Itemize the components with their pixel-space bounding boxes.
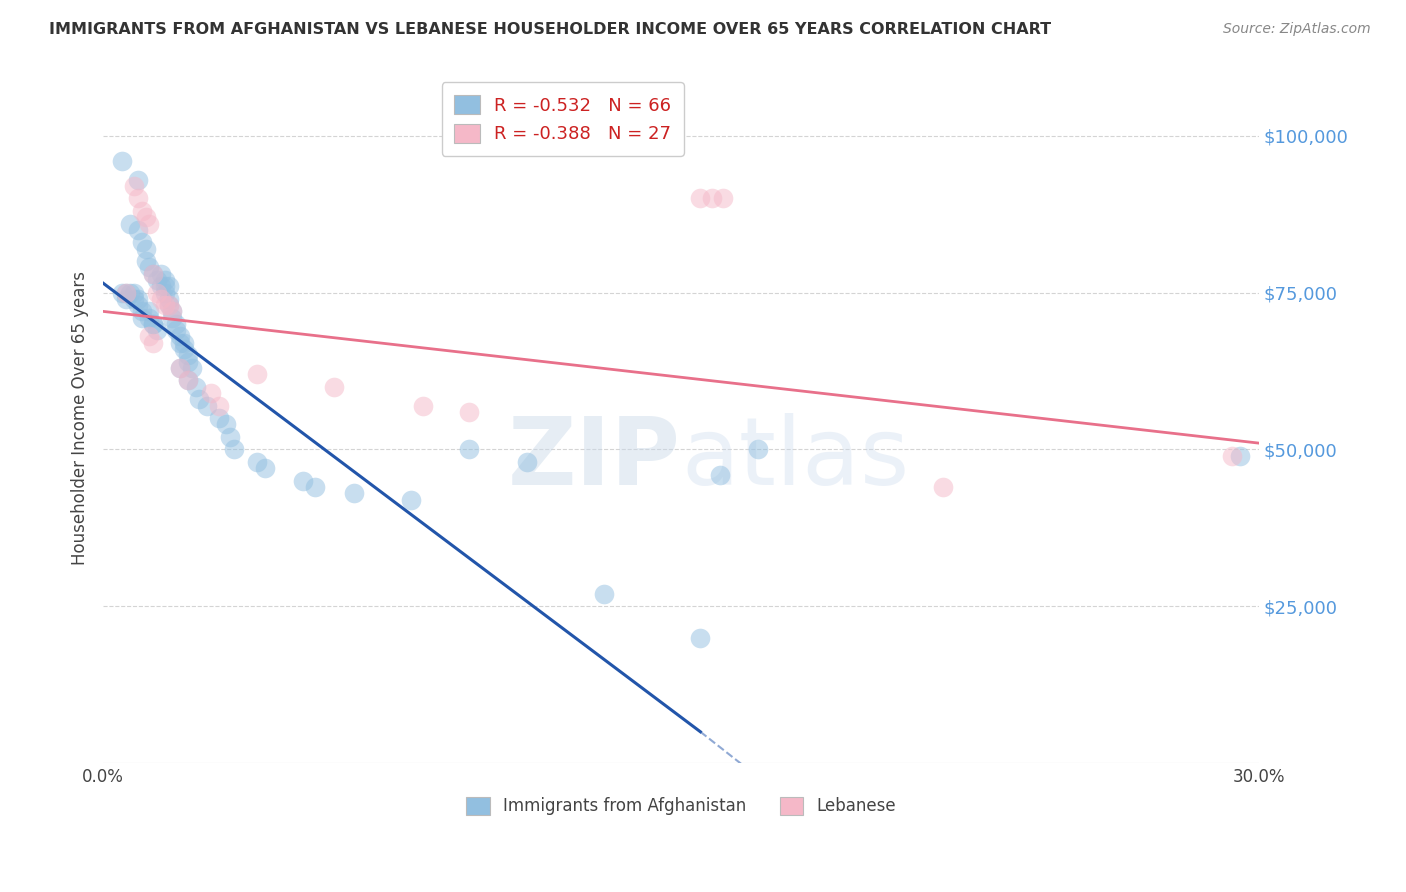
Point [169,335,191,350]
Point [115,285,138,300]
Text: IMMIGRANTS FROM AFGHANISTAN VS LEBANESE HOUSEHOLDER INCOME OVER 65 YEARS CORRELA: IMMIGRANTS FROM AFGHANISTAN VS LEBANESE … [49,22,1052,37]
Point [1229,449,1251,463]
Legend: Immigrants from Afghanistan, Lebanese: Immigrants from Afghanistan, Lebanese [458,789,904,824]
Point [146,323,169,337]
Point [131,310,153,325]
Point [292,474,315,488]
Text: atlas: atlas [681,414,910,506]
Point [195,399,218,413]
Point [458,442,481,457]
Point [689,631,711,645]
Point [246,455,269,469]
Point [177,348,200,362]
Point [157,298,180,312]
Point [169,329,191,343]
Point [153,298,176,312]
Point [932,480,955,494]
Point [146,285,169,300]
Point [169,360,191,375]
Point [342,486,364,500]
Point [165,323,187,337]
Point [689,191,711,205]
Point [173,342,195,356]
Point [173,335,195,350]
Text: ZIP: ZIP [508,414,681,506]
Point [165,317,187,331]
Point [115,285,138,300]
Point [153,273,176,287]
Point [246,367,269,381]
Point [127,292,149,306]
Point [127,172,149,186]
Point [149,292,172,306]
Point [138,310,160,325]
Point [516,455,538,469]
Point [120,285,142,300]
Point [593,587,616,601]
Point [146,273,169,287]
Point [142,267,165,281]
Point [747,442,769,457]
Point [111,285,134,300]
Point [188,392,211,407]
Point [177,373,200,387]
Point [138,260,160,275]
Point [219,430,242,444]
Point [1220,449,1243,463]
Point [709,467,731,482]
Point [142,335,165,350]
Point [157,292,180,306]
Point [224,442,246,457]
Point [401,492,423,507]
Point [111,153,134,168]
Point [215,417,238,432]
Point [323,380,346,394]
Point [162,304,184,318]
Point [138,217,160,231]
Point [134,242,156,256]
Point [127,191,149,205]
Point [177,354,200,368]
Point [458,405,481,419]
Point [134,254,156,268]
Point [153,279,176,293]
Point [142,317,165,331]
Y-axis label: Householder Income Over 65 years: Householder Income Over 65 years [72,271,89,565]
Point [162,304,184,318]
Point [157,298,180,312]
Point [169,360,191,375]
Point [253,461,276,475]
Point [115,292,138,306]
Point [157,279,180,293]
Point [131,304,153,318]
Point [131,235,153,250]
Point [149,279,172,293]
Point [138,304,160,318]
Point [184,380,207,394]
Point [127,223,149,237]
Point [162,310,184,325]
Point [200,386,222,401]
Point [713,191,735,205]
Point [120,217,142,231]
Point [134,211,156,225]
Point [304,480,326,494]
Point [122,292,145,306]
Point [122,178,145,193]
Point [131,204,153,219]
Text: Source: ZipAtlas.com: Source: ZipAtlas.com [1223,22,1371,37]
Point [180,360,202,375]
Point [127,298,149,312]
Point [208,399,231,413]
Point [142,267,165,281]
Point [138,329,160,343]
Point [142,317,165,331]
Point [153,285,176,300]
Point [412,399,434,413]
Point [149,267,172,281]
Point [122,285,145,300]
Point [177,373,200,387]
Point [700,191,723,205]
Point [208,411,231,425]
